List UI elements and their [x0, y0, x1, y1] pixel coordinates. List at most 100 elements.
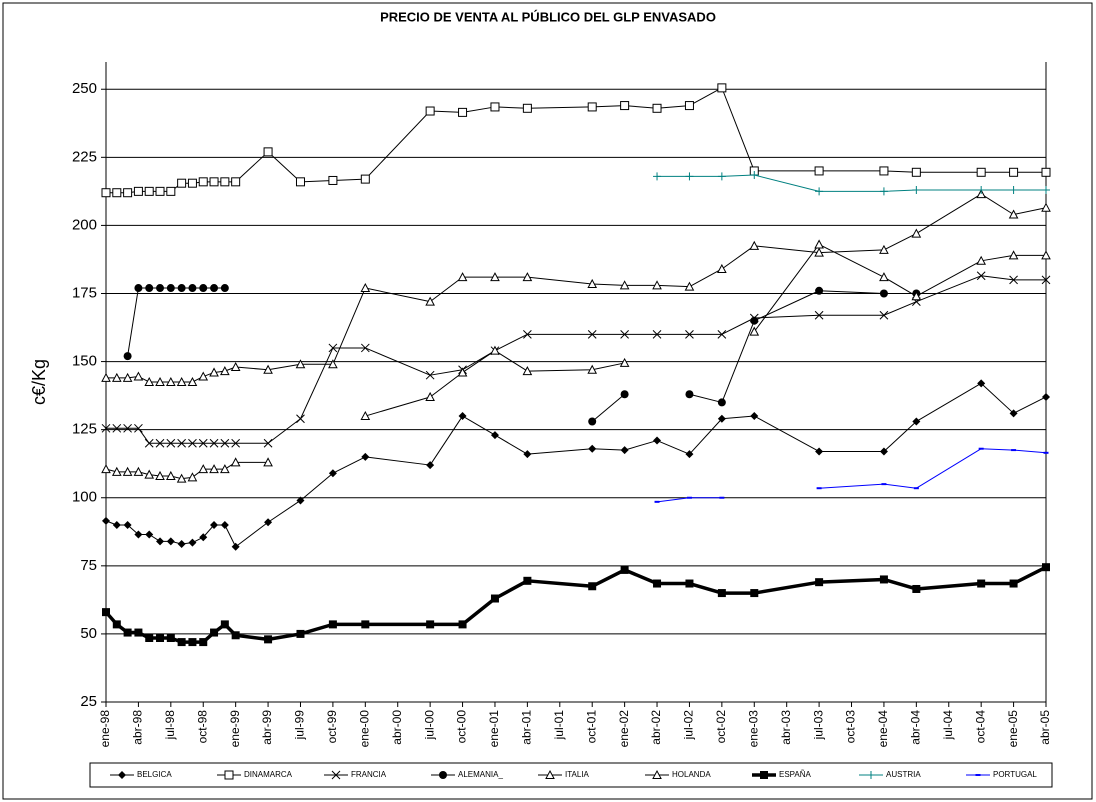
marker: [652, 280, 662, 290]
triangle: [976, 255, 987, 265]
marker: [145, 284, 154, 293]
square: [879, 166, 889, 176]
cross: [101, 423, 111, 433]
marker: [188, 284, 197, 293]
marker: [814, 166, 824, 176]
x-tick-label: ene-99: [228, 710, 242, 748]
marker: [879, 447, 888, 456]
cross: [360, 343, 370, 353]
square: [144, 186, 154, 196]
marker: [439, 771, 447, 779]
legend-box: [89, 762, 1053, 788]
marker: [220, 284, 229, 293]
diamond: [458, 412, 467, 421]
square: [295, 177, 305, 187]
marker: [145, 530, 154, 539]
marker: [425, 296, 435, 306]
marker: [490, 272, 500, 282]
cross: [220, 438, 230, 448]
marker: [187, 178, 197, 188]
legend-label: DINAMARCA: [244, 770, 293, 779]
diamond: [123, 520, 132, 529]
cross: [155, 438, 165, 448]
square: [123, 188, 133, 198]
marker: [210, 628, 219, 637]
triangle: [1041, 250, 1051, 260]
x-tick-label: abr-03: [779, 710, 793, 745]
legend-label: FRANCIA: [351, 770, 387, 779]
marker: [296, 496, 305, 505]
marker: [523, 450, 532, 459]
marker: [188, 438, 197, 448]
marker: [1041, 250, 1051, 260]
marker: [188, 538, 197, 547]
marker: [912, 584, 921, 593]
marker: [976, 167, 986, 177]
x-tick-label: abr-01: [520, 710, 534, 745]
cross: [328, 343, 338, 353]
marker: [749, 240, 760, 250]
marker: [977, 579, 986, 588]
marker: [652, 329, 662, 339]
marker: [123, 628, 132, 637]
marker: [620, 329, 629, 339]
diamond: [815, 447, 824, 456]
marker: [457, 367, 468, 377]
triangle: [911, 291, 922, 301]
marker: [360, 410, 371, 421]
dot: [156, 284, 165, 293]
cross: [231, 438, 241, 448]
triangle: [144, 469, 155, 479]
marker: [1008, 250, 1019, 260]
dot: [166, 284, 175, 293]
marker: [619, 280, 630, 290]
diamond: [620, 446, 629, 455]
dot: [685, 390, 694, 399]
diamond: [145, 530, 154, 539]
marker: [588, 417, 597, 426]
marker: [263, 438, 273, 448]
square: [425, 106, 435, 116]
marker: [111, 466, 122, 476]
cross: [814, 310, 824, 320]
triangle: [425, 296, 435, 306]
triangle: [749, 240, 760, 250]
x-tick-label: ene-00: [357, 710, 371, 748]
square: [187, 178, 197, 188]
square: [522, 103, 532, 113]
dot: [717, 398, 726, 407]
y-tick-label: 50: [80, 625, 97, 642]
marker: [620, 390, 629, 399]
dot: [177, 284, 186, 293]
triangle: [209, 367, 219, 377]
square: [490, 594, 499, 603]
marker: [198, 177, 208, 187]
marker: [199, 638, 208, 647]
square: [750, 589, 759, 598]
marker: [155, 376, 165, 386]
marker: [522, 272, 533, 282]
marker: [165, 470, 176, 480]
marker: [231, 438, 241, 448]
marker: [977, 379, 986, 388]
marker: [328, 359, 338, 369]
square: [220, 620, 229, 629]
triangle: [814, 239, 824, 249]
marker: [717, 172, 726, 181]
triangle: [490, 345, 500, 355]
marker: [717, 83, 727, 93]
triangle: [155, 376, 165, 386]
triangle: [155, 470, 165, 480]
square: [209, 177, 219, 187]
cross: [976, 271, 986, 281]
diamond: [210, 520, 219, 529]
triangle: [619, 280, 630, 290]
diamond: [523, 450, 532, 459]
x-tick-label: abr-98: [131, 710, 145, 745]
triangle: [165, 470, 176, 480]
marker: [458, 412, 467, 421]
triangle: [209, 464, 219, 474]
x-tick-label: oct-98: [195, 710, 209, 744]
x-tick-label: ene-02: [617, 710, 631, 748]
diamond: [588, 444, 597, 453]
